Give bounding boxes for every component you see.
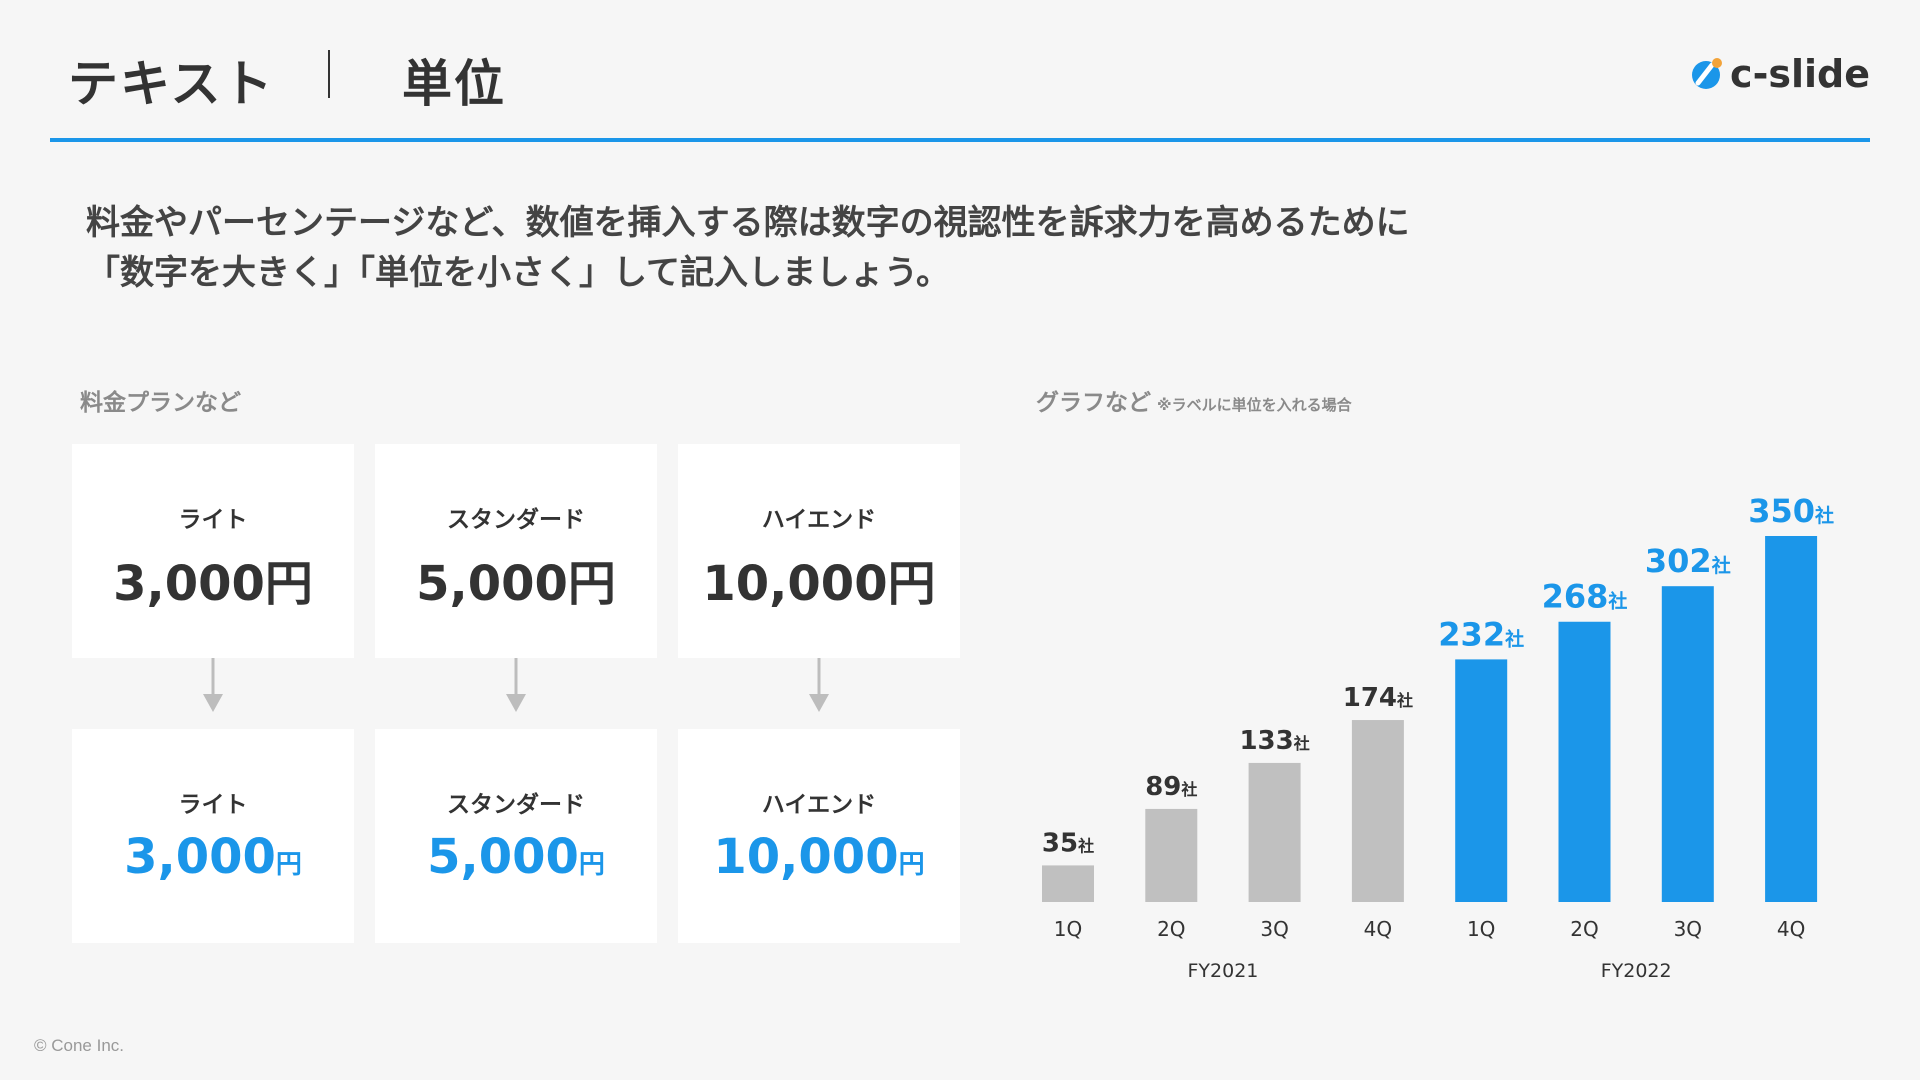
plan-name: ライト bbox=[178, 507, 248, 533]
plan-name: ハイエンド bbox=[761, 507, 877, 533]
chart-bar bbox=[1765, 536, 1818, 902]
chart-bar bbox=[1455, 659, 1508, 902]
price-unit: 円 bbox=[264, 556, 313, 612]
data-label-unit: 社 bbox=[1077, 836, 1094, 855]
brand-logo: c-slide bbox=[1690, 52, 1870, 96]
data-label-unit: 社 bbox=[1814, 504, 1834, 527]
slide-subtitle: 単位 bbox=[402, 55, 506, 113]
plan-name: スタンダード bbox=[447, 792, 585, 818]
x-tick-label: 2Q bbox=[1157, 917, 1185, 941]
chart-bar bbox=[1248, 762, 1301, 902]
price-card-after-light: ライト 3,000円 bbox=[72, 729, 354, 943]
plan-price: 3,000円 bbox=[72, 829, 354, 885]
data-label-unit: 社 bbox=[1504, 627, 1524, 650]
price-unit: 円 bbox=[578, 850, 605, 880]
price-card-after-highend: ハイエンド 10,000円 bbox=[678, 729, 960, 943]
arrow-down-icon bbox=[203, 658, 223, 712]
data-label: 350社 bbox=[1748, 492, 1834, 530]
data-label-value: 302 bbox=[1645, 542, 1712, 580]
plan-name: ハイエンド bbox=[761, 792, 877, 818]
price-card-before-light: ライト 3,000円 bbox=[72, 444, 354, 658]
price-card-before-highend: ハイエンド 10,000円 bbox=[678, 444, 960, 658]
data-label-unit: 社 bbox=[1711, 554, 1731, 577]
price-card-before-standard: スタンダード 5,000円 bbox=[375, 444, 657, 658]
data-label-value: 174 bbox=[1343, 683, 1397, 713]
x-tick-label: 1Q bbox=[1054, 917, 1082, 941]
plan-name: スタンダード bbox=[447, 507, 585, 533]
plan-price: 5,000円 bbox=[375, 829, 657, 885]
group-label: FY2022 bbox=[1601, 960, 1672, 982]
data-label-value: 232 bbox=[1438, 615, 1505, 653]
price-amount: 5,000 bbox=[427, 829, 579, 885]
x-tick-label: 3Q bbox=[1260, 917, 1288, 941]
data-label: 174社 bbox=[1343, 683, 1413, 713]
plan-name: ライト bbox=[178, 792, 248, 818]
data-label: 89社 bbox=[1145, 772, 1197, 802]
plan-price: 5,000円 bbox=[375, 544, 657, 614]
data-label-value: 35 bbox=[1042, 828, 1078, 858]
x-tick-label: 2Q bbox=[1570, 917, 1598, 941]
title-separator bbox=[328, 50, 330, 98]
plan-price: 10,000円 bbox=[678, 544, 960, 614]
pricing-section-label: 料金プランなど bbox=[80, 390, 241, 416]
x-tick-label: 4Q bbox=[1364, 917, 1392, 941]
lead-text: 料金やパーセンテージなど、数値を挿入する際は数字の視認性を訴求力を高めるために … bbox=[86, 198, 1786, 298]
data-label-value: 89 bbox=[1145, 772, 1181, 802]
price-unit: 円 bbox=[275, 850, 302, 880]
price-amount: 5,000 bbox=[416, 556, 568, 612]
chart-bar bbox=[1558, 621, 1611, 902]
price-unit: 円 bbox=[567, 556, 616, 612]
slide-title: テキスト bbox=[68, 55, 275, 113]
price-unit: 円 bbox=[887, 556, 936, 612]
graph-section-label: グラフなど ※ラベルに単位を入れる場合 bbox=[1036, 383, 1352, 417]
lead-line-1: 料金やパーセンテージなど、数値を挿入する際は数字の視認性を訴求力を高めるために bbox=[86, 203, 1410, 243]
price-amount: 10,000 bbox=[702, 556, 888, 612]
graph-section-note: ※ラベルに単位を入れる場合 bbox=[1157, 396, 1352, 414]
plan-price: 3,000円 bbox=[72, 544, 354, 614]
lead-line-2: 「数字を大きく」「単位を小さく」して記入しましょう。 bbox=[86, 253, 950, 293]
price-amount: 3,000 bbox=[124, 829, 276, 885]
data-label: 35社 bbox=[1042, 828, 1094, 858]
data-label-unit: 社 bbox=[1396, 691, 1413, 710]
chart-bar bbox=[1661, 586, 1714, 902]
group-label: FY2021 bbox=[1188, 960, 1259, 982]
x-tick-label: 1Q bbox=[1467, 917, 1495, 941]
arrow-down-icon bbox=[506, 658, 526, 712]
price-unit: 円 bbox=[898, 850, 925, 880]
copyright-text: © Cone Inc. bbox=[34, 1036, 125, 1055]
data-label: 302社 bbox=[1645, 542, 1731, 580]
data-label-value: 133 bbox=[1239, 726, 1293, 756]
chart-bar bbox=[1351, 720, 1404, 902]
plan-price: 10,000円 bbox=[678, 829, 960, 885]
graph-section-title: グラフなど bbox=[1036, 390, 1151, 416]
data-label-value: 268 bbox=[1542, 578, 1609, 616]
price-amount: 3,000 bbox=[113, 556, 265, 612]
data-label-unit: 社 bbox=[1293, 734, 1310, 753]
logo-text: c-slide bbox=[1730, 52, 1870, 96]
data-label-unit: 社 bbox=[1180, 780, 1197, 799]
arrow-down-icon bbox=[809, 658, 829, 712]
header-rule bbox=[50, 138, 1870, 142]
x-tick-label: 3Q bbox=[1674, 917, 1702, 941]
data-label: 268社 bbox=[1542, 578, 1628, 616]
x-tick-label: 4Q bbox=[1777, 917, 1805, 941]
logo-mark-icon bbox=[1692, 58, 1723, 89]
data-label: 232社 bbox=[1438, 615, 1524, 653]
bar-chart: 35社1Q89社2Q133社3Q174社4Q232社1Q268社2Q302社3Q… bbox=[1042, 492, 1834, 982]
chart-bar bbox=[1145, 808, 1198, 902]
price-amount: 10,000 bbox=[713, 829, 899, 885]
data-label-value: 350 bbox=[1748, 492, 1815, 530]
data-label: 133社 bbox=[1239, 726, 1309, 756]
price-card-after-standard: スタンダード 5,000円 bbox=[375, 729, 657, 943]
data-label-unit: 社 bbox=[1607, 590, 1627, 613]
chart-bar bbox=[1042, 865, 1094, 902]
